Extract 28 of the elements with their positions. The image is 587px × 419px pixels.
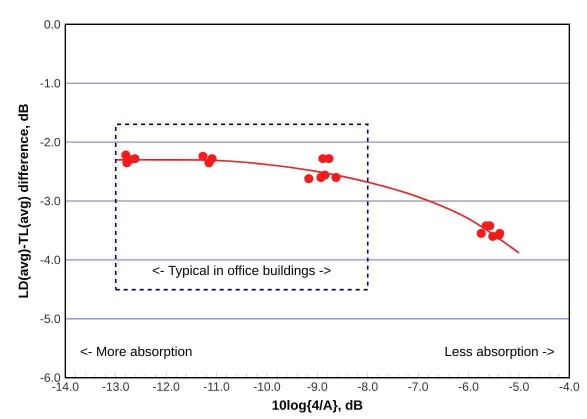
y-tick-label: 0.0: [44, 20, 60, 29]
y-tick-label: -5.0: [40, 314, 60, 324]
y-tick-label: -1.0: [40, 78, 60, 88]
y-tick-label: -4.0: [40, 256, 60, 264]
x-tick-label: -5.0: [509, 382, 529, 391]
annotation: <- Typical in office buildings ->: [152, 265, 331, 278]
point: [198, 152, 208, 161]
x-tick-label: -11.0: [204, 382, 230, 391]
x-tick-label: -6.0: [458, 382, 478, 391]
x-tick-label: -10.0: [254, 382, 280, 391]
y-tick-label: -3.0: [40, 196, 60, 206]
x-tick-label: -14.0: [52, 382, 79, 391]
annotation: Less absorption ->: [446, 346, 554, 359]
point: [304, 174, 314, 184]
x-tick-label: -13.0: [102, 382, 129, 391]
x-tick-label: -8.0: [358, 382, 378, 391]
x-tick-label: -9.0: [308, 382, 328, 391]
point: [476, 228, 486, 238]
x-tick-label: -4.0: [560, 382, 580, 391]
point: [207, 154, 217, 164]
x-axis-title: 10log{4/A}, dB: [272, 400, 362, 413]
y-tick-label: -2.0: [40, 138, 60, 146]
point: [331, 172, 341, 182]
x-tick-label: -12.0: [153, 382, 180, 391]
y-tick-label: -6.0: [40, 373, 60, 382]
y-axis-title: LD(avg)-TL(avg) difference, dB: [18, 104, 31, 298]
x-tick-label: -7.0: [408, 382, 428, 391]
annotation: <- More absorption: [80, 346, 192, 359]
